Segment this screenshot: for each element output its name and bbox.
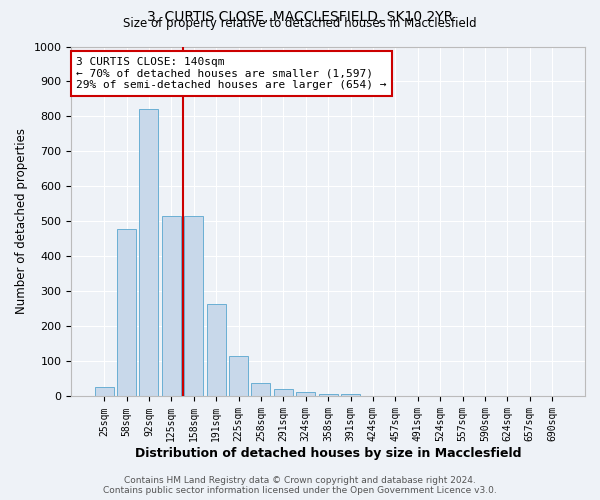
Text: 3, CURTIS CLOSE, MACCLESFIELD, SK10 2YR: 3, CURTIS CLOSE, MACCLESFIELD, SK10 2YR xyxy=(147,10,453,24)
Bar xyxy=(139,110,158,397)
Text: 3 CURTIS CLOSE: 140sqm
← 70% of detached houses are smaller (1,597)
29% of semi-: 3 CURTIS CLOSE: 140sqm ← 70% of detached… xyxy=(76,57,387,90)
Bar xyxy=(184,216,203,396)
X-axis label: Distribution of detached houses by size in Macclesfield: Distribution of detached houses by size … xyxy=(135,447,521,460)
Bar xyxy=(229,356,248,397)
Bar xyxy=(251,383,271,396)
Text: Size of property relative to detached houses in Macclesfield: Size of property relative to detached ho… xyxy=(123,18,477,30)
Text: Contains HM Land Registry data © Crown copyright and database right 2024.
Contai: Contains HM Land Registry data © Crown c… xyxy=(103,476,497,495)
Bar xyxy=(206,304,226,396)
Bar xyxy=(162,216,181,396)
Bar xyxy=(274,389,293,396)
Bar xyxy=(117,229,136,396)
Bar xyxy=(296,392,315,396)
Bar xyxy=(319,394,338,396)
Y-axis label: Number of detached properties: Number of detached properties xyxy=(15,128,28,314)
Bar xyxy=(95,386,113,396)
Bar xyxy=(341,394,360,396)
